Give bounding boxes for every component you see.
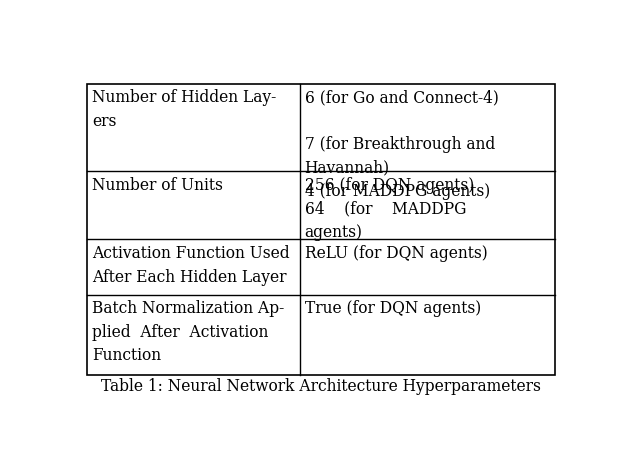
Bar	[87, 84, 555, 375]
Text: True (for DQN agents): True (for DQN agents)	[305, 300, 481, 317]
Text: Table 1: Neural Network Architecture Hyperparameters: Table 1: Neural Network Architecture Hyp…	[101, 377, 541, 394]
Text: 6 (for Go and Connect-4)

7 (for Breakthrough and
Havannah)
4 (for MADDPG agents: 6 (for Go and Connect-4) 7 (for Breakthr…	[305, 89, 498, 200]
Text: Batch Normalization Ap-
plied  After  Activation
Function: Batch Normalization Ap- plied After Acti…	[92, 300, 284, 364]
Text: Activation Function Used
After Each Hidden Layer: Activation Function Used After Each Hidd…	[92, 244, 289, 285]
Text: 256 (for DQN agents)
64    (for    MADDPG
agents): 256 (for DQN agents) 64 (for MADDPG agen…	[305, 176, 474, 240]
Text: Number of Hidden Lay-
ers: Number of Hidden Lay- ers	[92, 89, 276, 129]
Text: ReLU (for DQN agents): ReLU (for DQN agents)	[305, 244, 488, 262]
Text: Number of Units: Number of Units	[92, 176, 223, 193]
